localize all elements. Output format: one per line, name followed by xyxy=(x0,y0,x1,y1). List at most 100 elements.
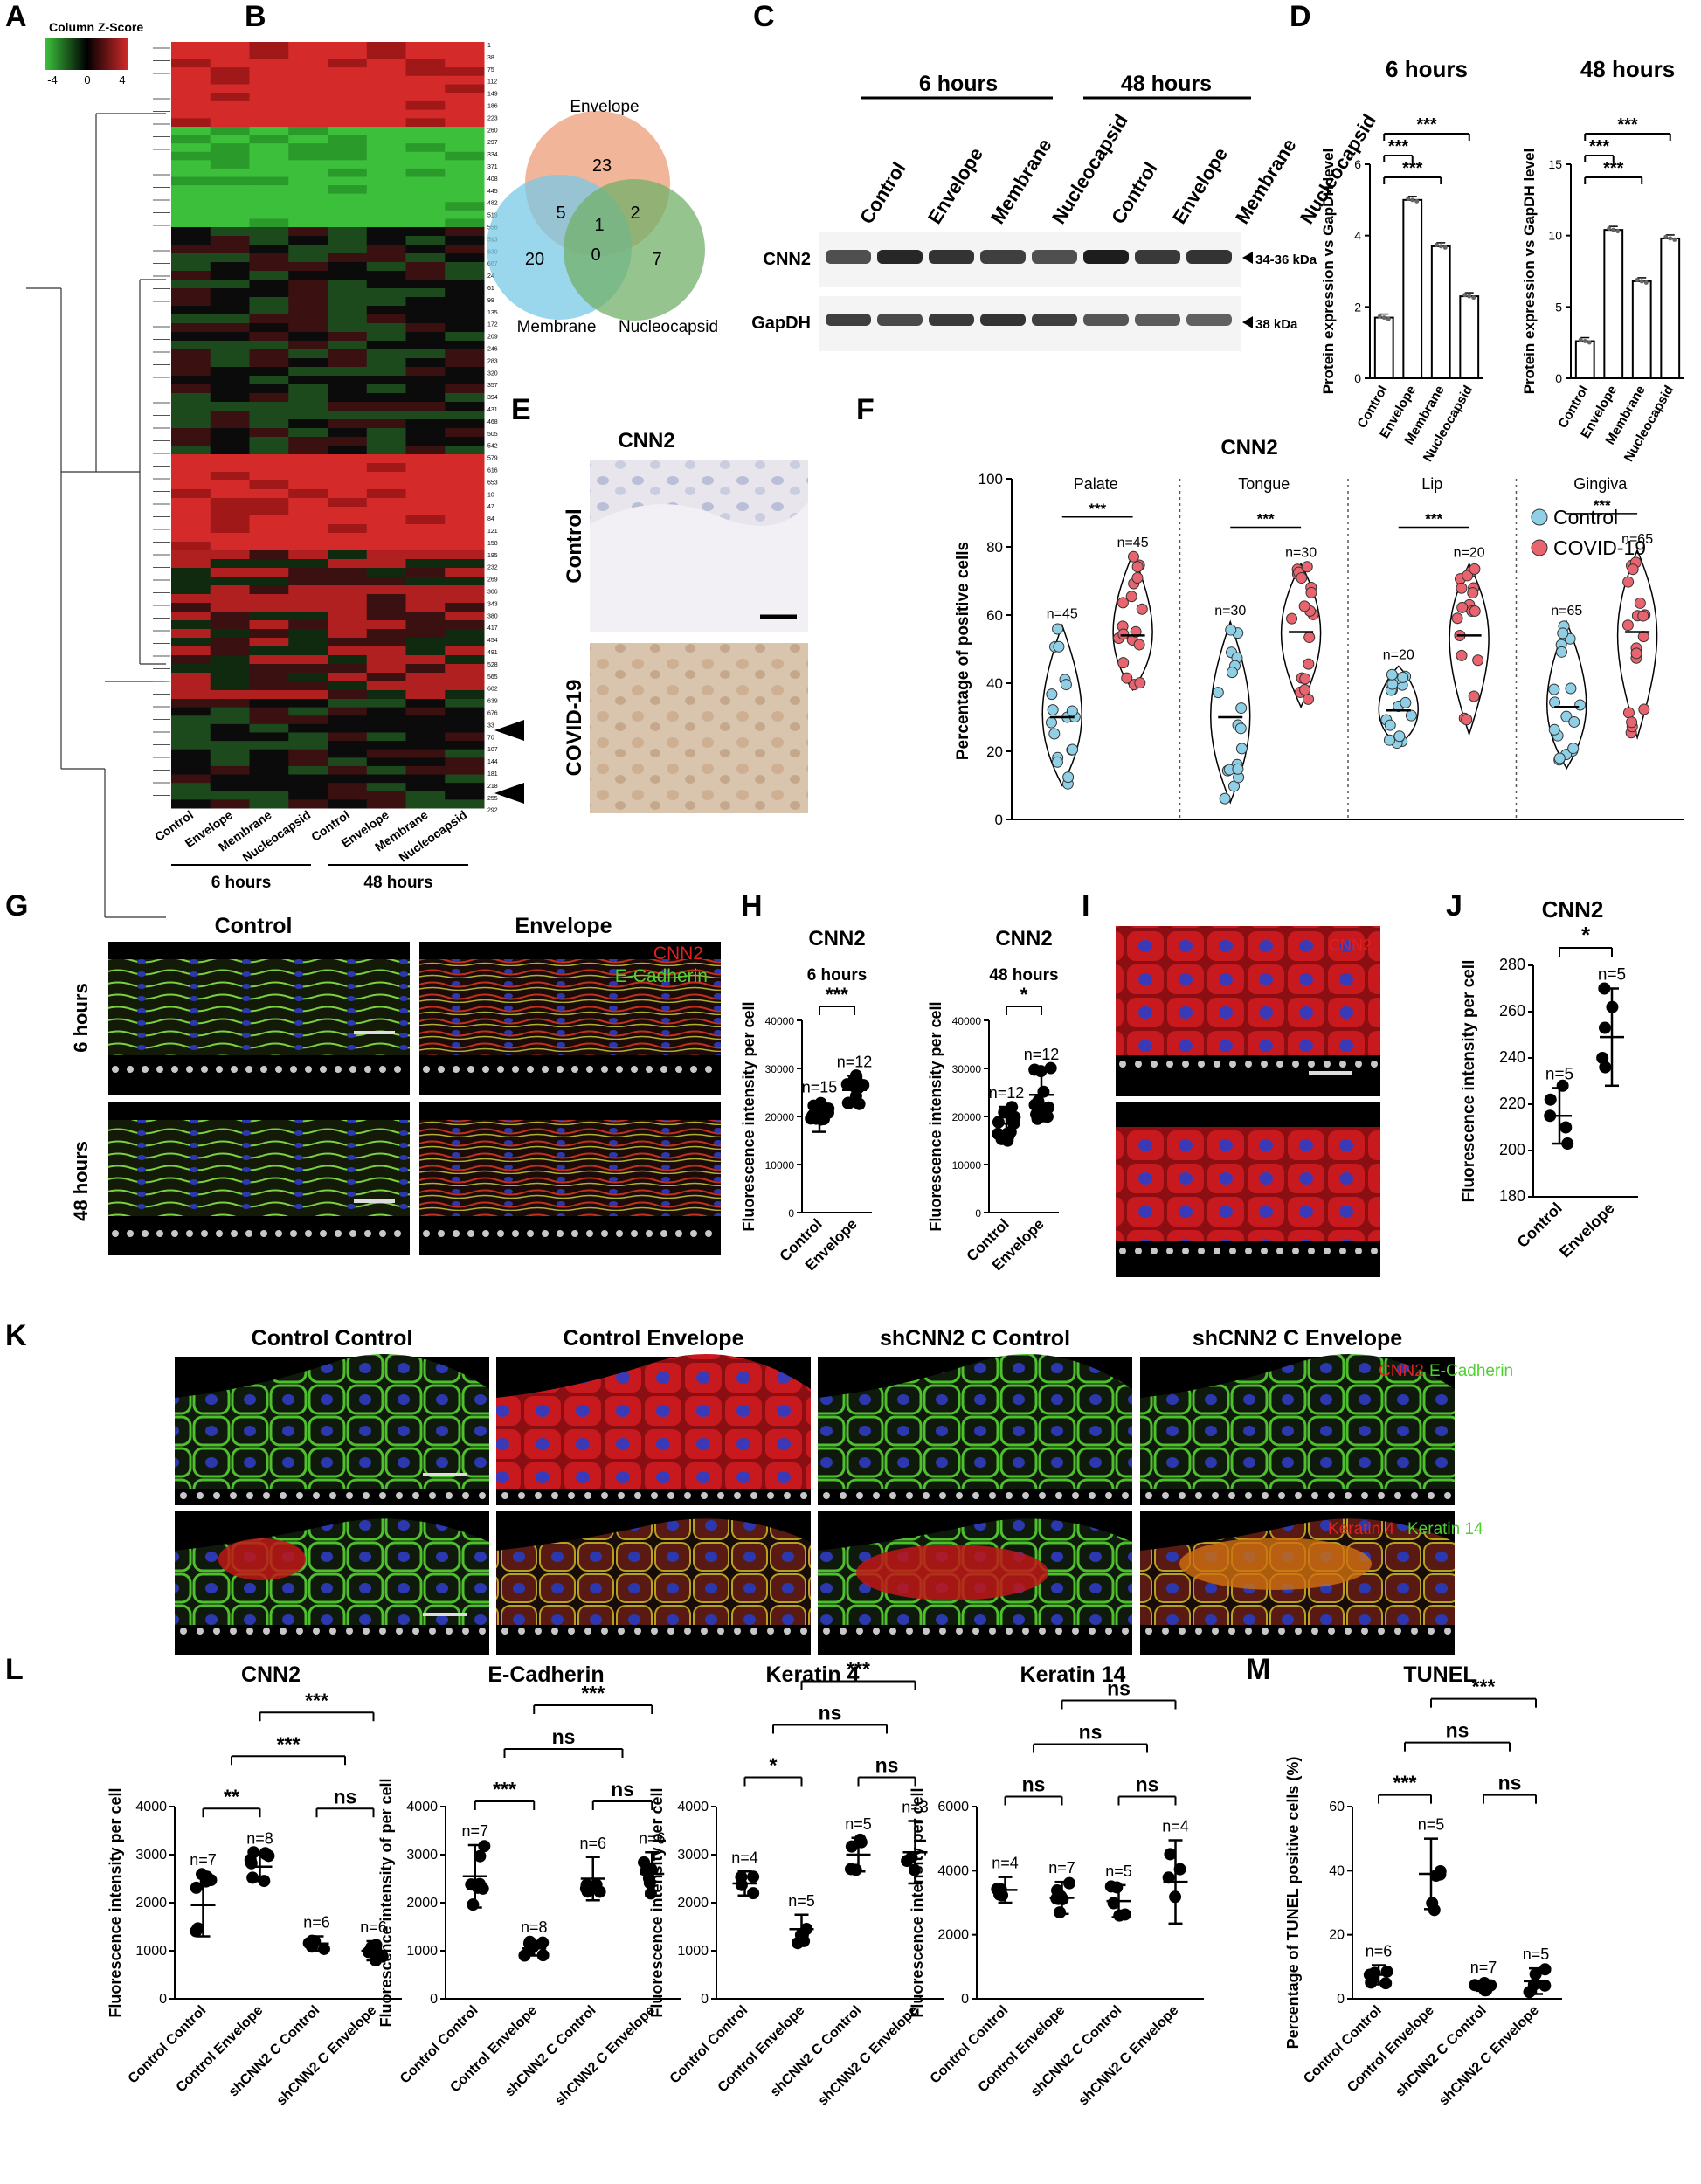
heatmap-cell xyxy=(366,419,406,429)
heatmap-cell xyxy=(210,75,250,85)
keratin4-signal xyxy=(218,1538,306,1580)
heatmap-cell xyxy=(445,109,485,119)
row-id-label: 47 xyxy=(487,504,494,510)
heatmap-cell xyxy=(366,245,406,254)
sig-label: *** xyxy=(1393,1772,1417,1794)
basement-dot xyxy=(512,1066,519,1073)
heatmap-cell xyxy=(445,765,485,776)
heatmap-cell xyxy=(288,783,328,792)
basement-dot xyxy=(1411,1628,1418,1635)
heatmap-cell xyxy=(405,655,446,665)
heatmap-cell xyxy=(288,210,328,219)
basement-dot xyxy=(1105,1492,1112,1499)
heatmap-cell xyxy=(210,185,250,195)
blot-band-gapdh xyxy=(826,314,871,326)
heatmap-cell xyxy=(405,715,446,725)
basement-dot xyxy=(112,1230,119,1237)
heatmap-cell xyxy=(328,612,368,621)
heatmap-cell xyxy=(288,612,328,621)
heatmap-cell xyxy=(171,791,211,800)
row-id-label: 616 xyxy=(487,468,498,474)
data-point xyxy=(1062,1876,1075,1890)
data-point xyxy=(1006,1101,1019,1114)
heatmap-cell xyxy=(288,143,328,153)
heatmap-cell xyxy=(249,384,289,394)
heatmap-cell xyxy=(249,143,289,153)
heatmap-col-label: Nucleocapsid xyxy=(240,807,314,864)
y-axis-label: Fluorescence intensity per cell xyxy=(740,1001,757,1231)
heatmap-cell xyxy=(210,542,250,551)
y-tick-label: 30000 xyxy=(952,1063,982,1075)
heatmap-cell xyxy=(445,664,485,674)
bar xyxy=(1402,198,1423,379)
basement-dot xyxy=(231,1066,238,1073)
heatmap-cell xyxy=(171,664,211,674)
data-point xyxy=(1133,639,1145,651)
heatmap-cell xyxy=(210,533,250,543)
heatmap-cell xyxy=(445,358,485,368)
data-point xyxy=(1434,242,1439,247)
data-point xyxy=(908,1863,921,1876)
row-id-label: 75 xyxy=(487,67,494,73)
y-tick-label: 40000 xyxy=(952,1015,982,1027)
heatmap-cell xyxy=(171,393,211,403)
data-point xyxy=(1366,1973,1379,1986)
heatmap-cell xyxy=(249,707,289,716)
n-label: n=5 xyxy=(1523,1946,1550,1963)
row-id-label: 24 xyxy=(487,273,494,280)
basement-dot xyxy=(467,1230,474,1237)
y-tick-label: 4 xyxy=(1354,229,1361,243)
heatmap-cell xyxy=(171,690,211,700)
basement-dot xyxy=(1378,1492,1385,1499)
y-tick-label: 180 xyxy=(1499,1187,1525,1205)
data-point xyxy=(1301,561,1313,573)
heatmap-cell xyxy=(288,93,328,102)
basement-dot xyxy=(1245,1628,1252,1635)
heatmap-cell xyxy=(328,143,368,153)
basement-dot xyxy=(1145,1628,1152,1635)
basement-dot xyxy=(453,1230,460,1237)
heatmap-cell xyxy=(249,135,289,144)
basement-dot xyxy=(394,1230,401,1237)
heatmap-cell xyxy=(328,332,368,342)
heatmap-cell xyxy=(249,585,289,595)
heatmap-cell xyxy=(288,638,328,647)
heatmap-cell xyxy=(249,577,289,586)
venn-set-label: Envelope xyxy=(570,98,639,116)
heatmap-cell xyxy=(405,288,446,298)
heatmap-cell xyxy=(366,185,406,195)
heatmap-cell xyxy=(210,507,250,516)
basement-dot xyxy=(542,1230,549,1237)
heatmap-cell xyxy=(405,109,446,119)
heatmap-cell xyxy=(288,791,328,800)
heatmap-cell xyxy=(210,783,250,792)
heatmap-cell xyxy=(405,629,446,639)
heatmap-cell xyxy=(328,280,368,289)
legend-label: Control xyxy=(1553,506,1618,529)
basement-dot xyxy=(1022,1492,1029,1499)
heatmap-cell xyxy=(445,118,485,128)
heatmap-cell xyxy=(366,262,406,272)
heatmap-cell xyxy=(288,185,328,195)
data-point xyxy=(1643,280,1649,285)
heatmap-cell xyxy=(288,67,328,77)
heatmap-cell xyxy=(171,280,211,289)
heatmap-cell xyxy=(366,349,406,359)
y-tick-label: 2000 xyxy=(677,1896,709,1911)
data-point xyxy=(747,1870,760,1883)
data-point xyxy=(1561,1137,1574,1151)
blot-band-gapdh xyxy=(980,314,1026,326)
row-id-label: 297 xyxy=(487,140,498,146)
heatmap-cell xyxy=(288,297,328,307)
heatmap-cell xyxy=(445,50,485,59)
heatmap-cell xyxy=(366,723,406,733)
heatmap-cell xyxy=(366,791,406,800)
row-id-label: 181 xyxy=(487,771,498,778)
blot-band-cnn2 xyxy=(1135,250,1180,264)
heatmap-cell xyxy=(405,542,446,551)
heatmap-cell xyxy=(249,218,289,228)
data-point xyxy=(246,1871,259,1884)
chart-title: CNN2 xyxy=(1542,896,1604,923)
heatmap-cell xyxy=(328,603,368,612)
heatmap-cell xyxy=(249,67,289,77)
